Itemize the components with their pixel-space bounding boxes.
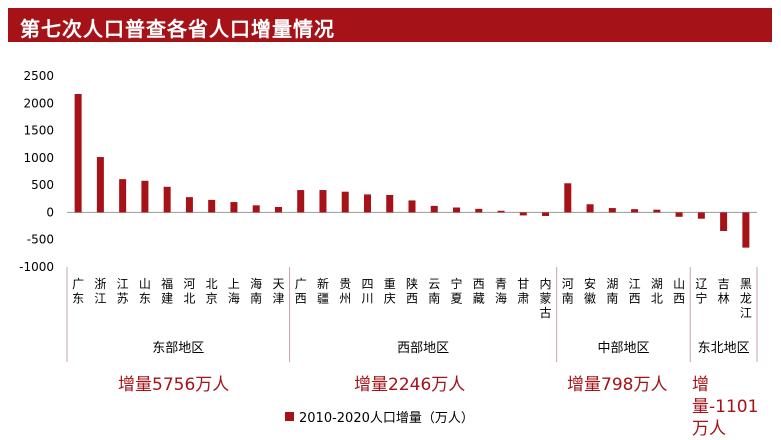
bar-北京: [208, 199, 216, 213]
region-total-east: 增量5756万人: [118, 375, 230, 395]
bar-宁夏: [453, 207, 461, 213]
category-label-河南: 河南: [562, 277, 574, 306]
category-label-河北: 河北: [183, 277, 195, 306]
category-label-安徽: 安徽: [584, 276, 596, 306]
bar-内蒙古: [542, 212, 550, 216]
bar-天津: [274, 206, 282, 213]
category-label-新疆: 新疆: [317, 276, 329, 306]
region-total-central: 增量798万人: [567, 375, 668, 395]
bar-河南: [564, 183, 572, 213]
bar-吉林: [720, 212, 728, 231]
category-label-山西: 山西: [673, 277, 685, 306]
bar-湖北: [653, 209, 661, 213]
y-tick-label: 0: [46, 205, 54, 219]
y-tick-label: 1500: [23, 124, 54, 138]
category-label-青海: 青海: [495, 277, 507, 306]
bar-广西: [297, 190, 305, 213]
y-tick-label: 2500: [23, 69, 54, 83]
legend-swatch: [285, 412, 294, 421]
category-label-江苏: 江苏: [117, 277, 129, 306]
bar-黑龙江: [742, 212, 750, 248]
group-label: 中部地区: [597, 341, 649, 356]
bar-江西: [631, 209, 639, 213]
y-tick-label: 1000: [23, 151, 54, 165]
bar-贵州: [341, 191, 349, 213]
bar-上海: [230, 202, 238, 213]
bar-浙江: [96, 157, 104, 213]
category-label-广西: 广西: [295, 277, 307, 306]
bar-青海: [497, 210, 505, 213]
legend-label: 2010-2020人口增量（万人）: [299, 411, 474, 426]
bar-陕西: [408, 200, 416, 213]
category-label-湖南: 湖南: [606, 276, 618, 306]
group-label: 东部地区: [152, 341, 204, 356]
category-label-湖北: 湖北: [651, 276, 663, 306]
bar-甘肃: [519, 212, 527, 216]
category-label-海南: 海南: [250, 276, 262, 306]
category-label-福建: 福建: [161, 276, 173, 306]
bar-西藏: [475, 208, 483, 213]
category-label-宁夏: 宁夏: [451, 276, 463, 306]
group-label: 西部地区: [397, 341, 449, 356]
category-label-山东: 山东: [139, 277, 151, 306]
category-label-黑龙江: 黑龙江: [740, 277, 752, 320]
category-label-贵州: 贵州: [339, 277, 351, 306]
y-tick-label: 500: [31, 178, 54, 192]
bar-山东: [141, 180, 149, 213]
category-label-浙江: 浙江: [94, 277, 106, 306]
category-label-陕西: 陕西: [406, 276, 418, 306]
bar-辽宁: [697, 212, 705, 219]
bar-海南: [252, 205, 260, 213]
bar-重庆: [386, 194, 394, 213]
category-label-江西: 江西: [629, 277, 641, 306]
chart-title: 第七次人口普查各省人口增量情况: [20, 17, 335, 41]
bar-四川: [363, 194, 371, 213]
y-tick-label: -500: [27, 233, 54, 247]
y-tick-label: 2000: [23, 96, 54, 110]
bar-江苏: [119, 179, 127, 213]
bar-广东: [74, 94, 82, 213]
bar-新疆: [319, 190, 327, 213]
bar-河北: [185, 197, 193, 213]
bar-福建: [163, 186, 171, 213]
region-total-northeast: 增量-1101 万人: [692, 375, 759, 439]
category-label-四川: 四川: [361, 277, 373, 306]
category-label-云南: 云南: [428, 277, 440, 306]
region-total-west: 增量2246万人: [354, 375, 466, 395]
category-label-北京: 北京: [206, 277, 218, 306]
legend: 2010-2020人口增量（万人）: [285, 407, 474, 426]
bar-云南: [430, 205, 438, 213]
bar-安徽: [586, 204, 594, 213]
bar-山西: [675, 212, 683, 217]
y-tick-label: -1000: [19, 260, 54, 274]
bar-湖南: [608, 208, 616, 213]
category-label-吉林: 吉林: [718, 277, 730, 306]
category-label-广东: 广东: [72, 277, 84, 306]
category-label-甘肃: 甘肃: [517, 277, 529, 306]
category-label-重庆: 重庆: [384, 277, 396, 306]
category-label-内蒙古: 内蒙古: [540, 277, 552, 320]
category-label-辽宁: 辽宁: [695, 277, 707, 306]
title-bar: 第七次人口普查各省人口增量情况: [8, 8, 772, 42]
category-label-上海: 上海: [228, 277, 240, 306]
category-label-西藏: 西藏: [473, 277, 485, 306]
category-label-天津: 天津: [272, 277, 284, 306]
group-label: 东北地区: [698, 341, 750, 356]
